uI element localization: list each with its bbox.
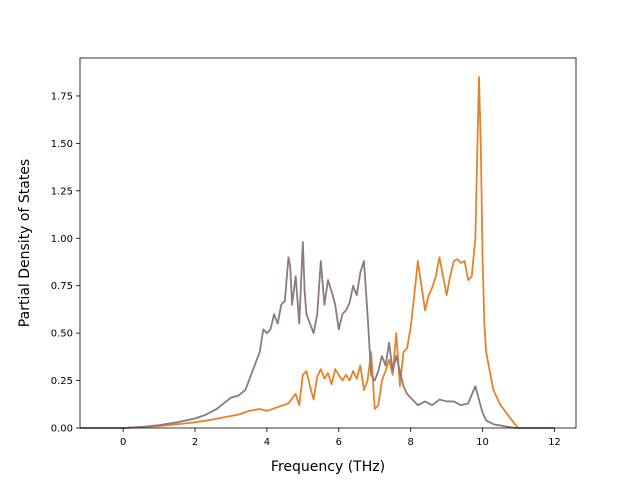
axes-frame — [79, 57, 577, 429]
x-tick-label: 4 — [264, 437, 270, 448]
x-axis: 0 2 4 6 8 10 12 — [120, 428, 561, 448]
y-tick-label: 1.50 — [51, 139, 73, 150]
y-tick-label: 1.75 — [51, 91, 73, 102]
y-tick-label: 0.50 — [51, 329, 73, 340]
x-tick-label: 8 — [407, 437, 413, 448]
series-line-2 — [80, 241, 555, 429]
x-tick-label: 0 — [120, 437, 126, 448]
x-tick-label: 10 — [476, 437, 489, 448]
x-tick-label: 2 — [192, 437, 198, 448]
y-tick-label: 0.75 — [51, 281, 73, 292]
x-axis-label: Frequency (THz) — [271, 459, 385, 475]
y-tick-label: 1.00 — [51, 234, 73, 245]
x-tick-label: 6 — [336, 437, 342, 448]
plot-area — [80, 76, 555, 429]
x-tick-label: 12 — [548, 437, 561, 448]
y-tick-label: 0.25 — [51, 376, 73, 387]
y-tick-label: 0.00 — [51, 424, 73, 435]
y-axis: 0.00 0.25 0.50 0.75 1.00 1.25 1.50 1.75 — [51, 91, 80, 435]
y-axis-label: Partial Density of States — [17, 159, 33, 327]
y-tick-label: 1.25 — [51, 186, 73, 197]
series-line-1 — [80, 76, 555, 429]
